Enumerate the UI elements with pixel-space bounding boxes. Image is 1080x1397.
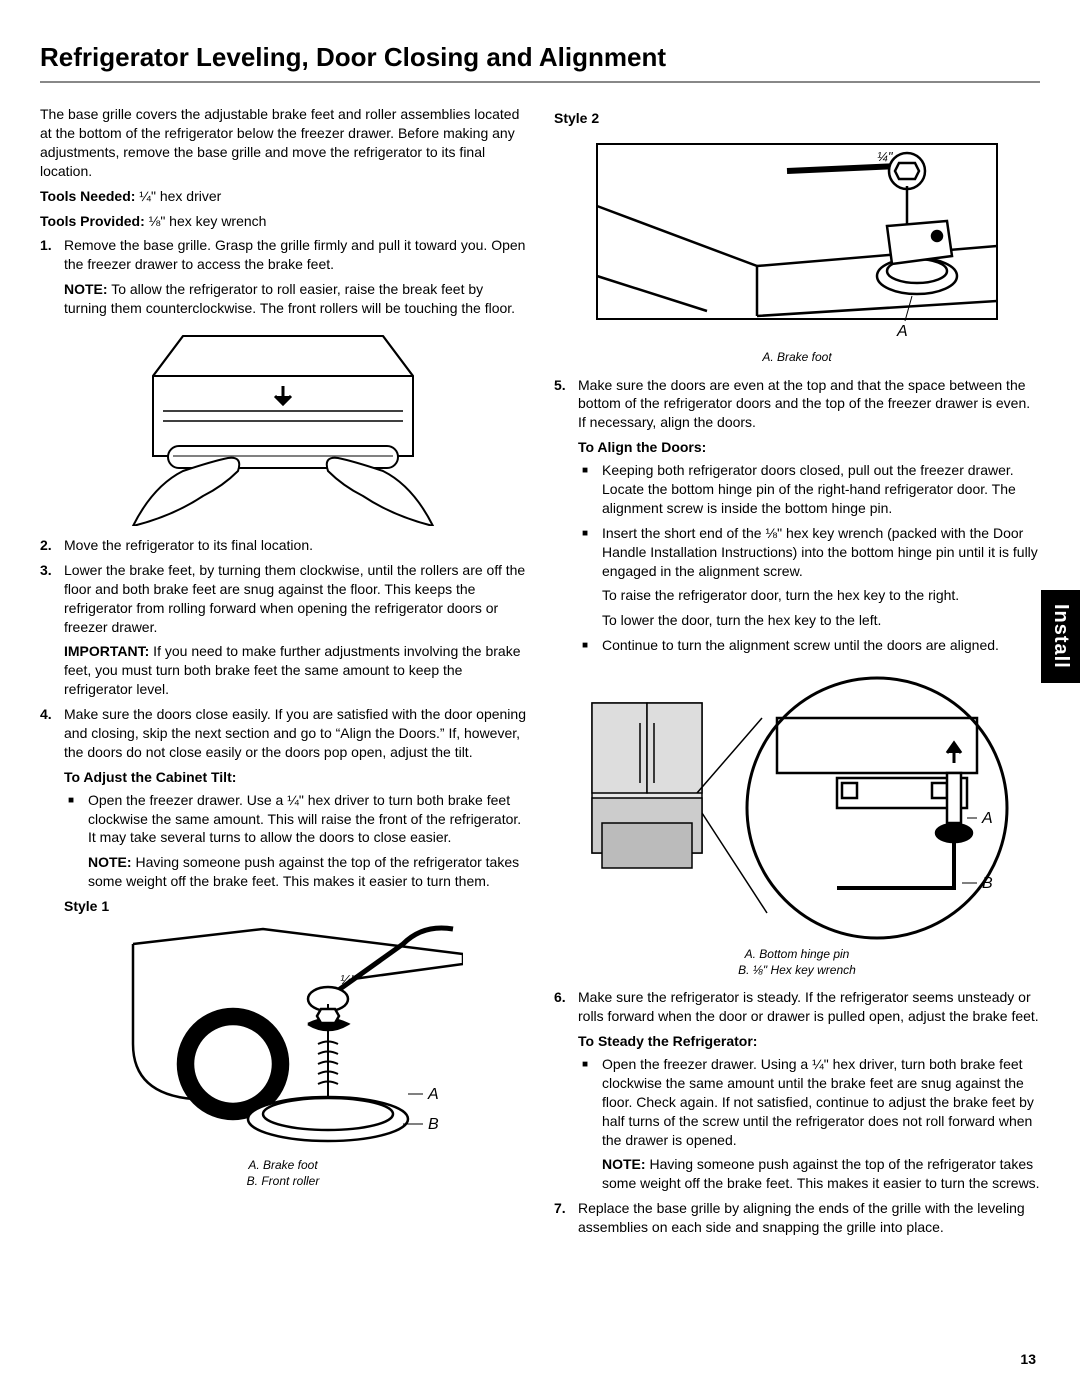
align-bullet-2: Insert the short end of the ⅛" hex key w… bbox=[578, 524, 1040, 630]
label-b: B bbox=[982, 875, 993, 892]
step-number: 7. bbox=[554, 1199, 566, 1218]
important-label: IMPORTANT: bbox=[64, 643, 149, 659]
steady-bullet-1: Open the freezer drawer. Using a ¼" hex … bbox=[578, 1055, 1040, 1193]
quarter-inch-marker: ¼" bbox=[340, 972, 357, 987]
tools-needed-value: ¼" hex driver bbox=[135, 188, 221, 204]
intro-paragraph: The base grille covers the adjustable br… bbox=[40, 105, 526, 181]
tilt-note: NOTE: Having someone push against the to… bbox=[88, 853, 526, 891]
tools-provided: Tools Provided: ⅛" hex key wrench bbox=[40, 212, 526, 231]
label-b: B bbox=[428, 1116, 439, 1133]
left-column: The base grille covers the adjustable br… bbox=[40, 105, 526, 1243]
steps-left: 1. Remove the base grille. Grasp the gri… bbox=[40, 236, 526, 318]
align-bullet-3: Continue to turn the alignment screw unt… bbox=[578, 636, 1040, 655]
step-4: 4. Make sure the doors close easily. If … bbox=[40, 705, 526, 762]
figure-style-1: ¼" A B A. Brake foot B. Front roller bbox=[40, 924, 526, 1189]
bullet-text: Open the freezer drawer. Using a ¼" hex … bbox=[602, 1056, 1034, 1148]
tools-needed-label: Tools Needed: bbox=[40, 188, 135, 204]
figure-2-caption: A. Brake foot B. Front roller bbox=[247, 1158, 320, 1189]
figure-hinge-pin: A B A. Bottom hinge pin B. ⅛" Hex key wr… bbox=[554, 663, 1040, 978]
note-label: NOTE: bbox=[64, 281, 108, 297]
step-2: 2. Move the refrigerator to its final lo… bbox=[40, 536, 526, 555]
tools-provided-value: ⅛" hex key wrench bbox=[145, 213, 267, 229]
label-a: A bbox=[427, 1086, 439, 1103]
figure-4-caption: A. Bottom hinge pin B. ⅛" Hex key wrench bbox=[738, 947, 856, 978]
figure-remove-grille bbox=[40, 326, 526, 526]
caption-line-a: A. Brake foot bbox=[247, 1158, 320, 1174]
steady-bullets: Open the freezer drawer. Using a ¼" hex … bbox=[554, 1055, 1040, 1193]
bullet-text: Open the freezer drawer. Use a ¼" hex dr… bbox=[88, 792, 521, 846]
steps-right-2: 6. Make sure the refrigerator is steady.… bbox=[554, 988, 1040, 1026]
figure-style-2: ¼" A A. Brake foot bbox=[554, 136, 1040, 366]
install-tab: Install bbox=[1041, 590, 1080, 683]
step-text: Move the refrigerator to its final locat… bbox=[64, 537, 313, 553]
tools-provided-label: Tools Provided: bbox=[40, 213, 145, 229]
figure-3-caption: A. Brake foot bbox=[762, 350, 831, 366]
step-text: Make sure the doors close easily. If you… bbox=[64, 706, 526, 760]
right-column: Style 2 bbox=[554, 105, 1040, 1243]
caption-line-b: B. Front roller bbox=[247, 1174, 320, 1190]
tilt-bullet-1: Open the freezer drawer. Use a ¼" hex dr… bbox=[64, 791, 526, 891]
steady-note: NOTE: Having someone push against the to… bbox=[602, 1155, 1040, 1193]
style-2-label: Style 2 bbox=[554, 109, 1040, 128]
tilt-heading: To Adjust the Cabinet Tilt: bbox=[40, 768, 526, 787]
step-7: 7. Replace the base grille by aligning t… bbox=[554, 1199, 1040, 1237]
note-label: NOTE: bbox=[602, 1156, 646, 1172]
tools-needed: Tools Needed: ¼" hex driver bbox=[40, 187, 526, 206]
note-text: Having someone push against the top of t… bbox=[602, 1156, 1040, 1191]
note-text: To allow the refrigerator to roll easier… bbox=[64, 281, 515, 316]
align-bullets: Keeping both refrigerator doors closed, … bbox=[554, 461, 1040, 655]
page-title: Refrigerator Leveling, Door Closing and … bbox=[40, 40, 1040, 83]
align-bullet-1: Keeping both refrigerator doors closed, … bbox=[578, 461, 1040, 518]
note-label: NOTE: bbox=[88, 854, 132, 870]
note-text: Having someone push against the top of t… bbox=[88, 854, 519, 889]
step-6: 6. Make sure the refrigerator is steady.… bbox=[554, 988, 1040, 1026]
step-number: 4. bbox=[40, 705, 52, 724]
step-3-important: IMPORTANT: If you need to make further a… bbox=[64, 642, 526, 699]
step-number: 3. bbox=[40, 561, 52, 580]
step-number: 2. bbox=[40, 536, 52, 555]
steps-right-1: 5. Make sure the doors are even at the t… bbox=[554, 376, 1040, 433]
grille-illustration bbox=[113, 326, 453, 526]
bullet-text: Insert the short end of the ⅛" hex key w… bbox=[602, 525, 1038, 579]
step-1-note: NOTE: To allow the refrigerator to roll … bbox=[64, 280, 526, 318]
step-text: Remove the base grille. Grasp the grille… bbox=[64, 237, 525, 272]
style-1-label: Style 1 bbox=[40, 897, 526, 916]
step-number: 6. bbox=[554, 988, 566, 1007]
align-lower-text: To lower the door, turn the hex key to t… bbox=[602, 611, 1040, 630]
step-text: Replace the base grille by aligning the … bbox=[578, 1200, 1025, 1235]
steady-heading: To Steady the Refrigerator: bbox=[554, 1032, 1040, 1051]
steps-right-3: 7. Replace the base grille by aligning t… bbox=[554, 1199, 1040, 1237]
align-doors-heading: To Align the Doors: bbox=[554, 438, 1040, 457]
step-text: Lower the brake feet, by turning them cl… bbox=[64, 562, 525, 635]
step-number: 1. bbox=[40, 236, 52, 255]
step-5: 5. Make sure the doors are even at the t… bbox=[554, 376, 1040, 433]
page-number: 13 bbox=[1020, 1350, 1036, 1369]
quarter-inch-marker: ¼" bbox=[877, 149, 894, 164]
steps-left-2: 2. Move the refrigerator to its final lo… bbox=[40, 536, 526, 762]
tilt-bullets: Open the freezer drawer. Use a ¼" hex dr… bbox=[40, 791, 526, 891]
align-raise-text: To raise the refrigerator door, turn the… bbox=[602, 586, 1040, 605]
step-1: 1. Remove the base grille. Grasp the gri… bbox=[40, 236, 526, 318]
step-text: Make sure the refrigerator is steady. If… bbox=[578, 989, 1039, 1024]
content-columns: The base grille covers the adjustable br… bbox=[40, 105, 1040, 1243]
caption-line-a: A. Bottom hinge pin bbox=[738, 947, 856, 963]
step-3: 3. Lower the brake feet, by turning them… bbox=[40, 561, 526, 699]
hinge-pin-illustration: A B bbox=[577, 663, 1017, 943]
label-a: A bbox=[896, 323, 908, 340]
caption-line-b: B. ⅛" Hex key wrench bbox=[738, 963, 856, 979]
style-2-illustration: ¼" A bbox=[587, 136, 1007, 346]
label-a: A bbox=[981, 810, 993, 827]
step-number: 5. bbox=[554, 376, 566, 395]
step-text: Make sure the doors are even at the top … bbox=[578, 377, 1030, 431]
brake-foot-illustration: ¼" A B bbox=[103, 924, 463, 1154]
